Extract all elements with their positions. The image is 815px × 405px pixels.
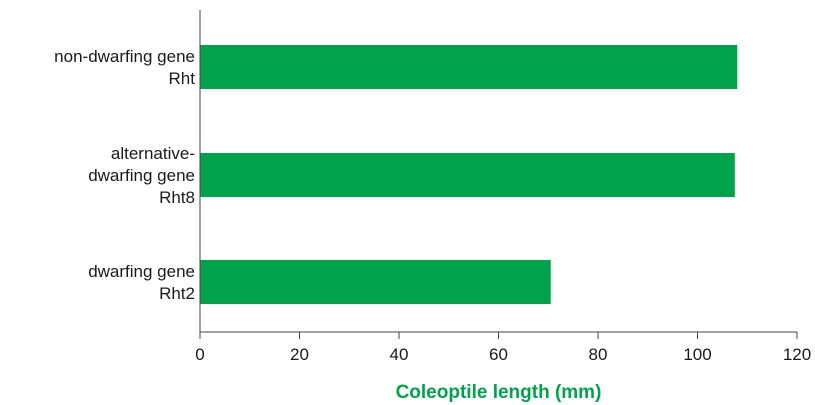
x-tick-label: 40 <box>390 345 409 364</box>
category-label-line: non-dwarfing gene <box>54 47 195 66</box>
x-tick-label: 100 <box>683 345 711 364</box>
x-tick-label: 80 <box>589 345 608 364</box>
category-label-line: alternative- <box>111 144 195 163</box>
category-label: non-dwarfing gene Rht <box>54 47 195 88</box>
category-label-line: Rht8 <box>159 188 195 207</box>
category-label-line: Rht2 <box>159 284 195 303</box>
x-tick-label: 20 <box>290 345 309 364</box>
x-tick-label: 120 <box>783 345 811 364</box>
category-label-line: dwarfing gene <box>88 262 195 281</box>
bars-group <box>200 45 738 304</box>
category-label-line: dwarfing gene <box>88 166 195 185</box>
category-labels: non-dwarfing gene Rht alternative-dwarfing… <box>54 47 195 303</box>
x-axis-ticks: 0 20 40 60 80 100 120 <box>195 332 811 364</box>
x-tick-label: 0 <box>195 345 204 364</box>
category-label: alternative-dwarfing gene Rht8 <box>88 144 195 207</box>
bar <box>200 260 551 304</box>
x-tick-label: 60 <box>489 345 508 364</box>
category-label-line: Rht <box>169 69 196 88</box>
bar <box>200 153 735 197</box>
bar <box>200 45 738 89</box>
x-axis-title: Coleoptile length (mm) <box>396 382 602 403</box>
category-label: dwarfing gene Rht2 <box>88 262 195 303</box>
